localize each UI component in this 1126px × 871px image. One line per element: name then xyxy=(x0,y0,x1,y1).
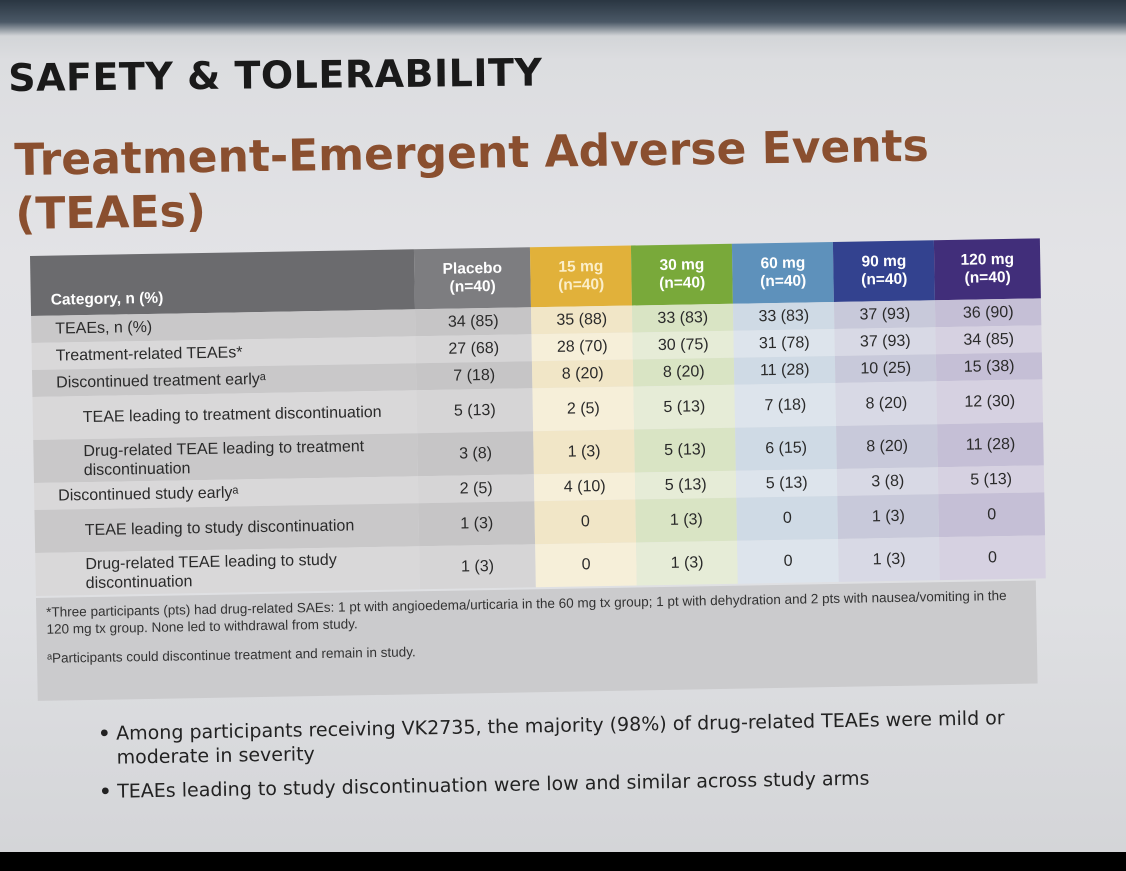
teae-table-container: Category, n (%) Placebo (n=40) 15 mg (n=40… xyxy=(30,238,1048,701)
cell-120mg: 12 (30) xyxy=(936,379,1044,425)
header-dose: 30 mg xyxy=(659,256,705,275)
bottom-black-bar xyxy=(0,852,1126,871)
teae-table: Category, n (%) Placebo (n=40) 15 mg (n=40… xyxy=(30,238,1046,596)
cell-30mg: 5 (13) xyxy=(634,470,737,500)
bullet-dot-icon: • xyxy=(98,722,111,745)
cell-15mg: 0 xyxy=(535,542,637,588)
cell-60mg: 33 (83) xyxy=(733,301,835,331)
header-30mg: 30 mg (n=40) xyxy=(631,243,734,306)
cell-120mg: 11 (28) xyxy=(937,422,1044,468)
header-n: (n=40) xyxy=(964,268,1011,287)
bullet-text: Among participants receiving VK2735, the… xyxy=(116,707,1005,769)
cell-15mg: 0 xyxy=(534,499,637,545)
header-dose: 90 mg xyxy=(861,252,907,271)
cell-90mg: 8 (20) xyxy=(836,424,939,469)
header-60mg: 60 mg (n=40) xyxy=(732,241,835,304)
cell-120mg: 15 (38) xyxy=(936,352,1043,382)
header-n: (n=40) xyxy=(558,275,605,294)
cell-60mg: 31 (78) xyxy=(733,328,836,358)
bullet-dot-icon: • xyxy=(99,780,112,803)
cell-placebo: 1 (3) xyxy=(419,544,536,590)
row-label: TEAE leading to study discontinuation xyxy=(34,503,420,553)
cell-placebo: 27 (68) xyxy=(415,334,533,364)
cell-placebo: 5 (13) xyxy=(416,388,534,434)
footnote-discontinue: ᵃParticipants could discontinue treatmen… xyxy=(46,644,416,666)
header-n: (n=40) xyxy=(861,270,908,289)
header-n: (n=40) xyxy=(760,272,807,291)
cell-placebo: 1 (3) xyxy=(418,501,536,547)
cell-30mg: 5 (13) xyxy=(633,384,736,430)
header-category: Category, n (%) xyxy=(30,249,415,316)
cell-60mg: 5 (13) xyxy=(736,468,838,498)
cell-15mg: 2 (5) xyxy=(532,386,635,432)
cell-30mg: 1 (3) xyxy=(636,540,738,586)
header-dose: 60 mg xyxy=(760,254,806,273)
cell-15mg: 1 (3) xyxy=(533,429,635,475)
bullet-item: • TEAEs leading to study discontinuation… xyxy=(99,764,1009,804)
header-placebo: Placebo (n=40) xyxy=(413,247,532,310)
cell-60mg: 11 (28) xyxy=(734,355,836,385)
cell-30mg: 8 (20) xyxy=(633,357,735,387)
cell-30mg: 30 (75) xyxy=(632,330,735,360)
row-label: TEAE leading to treatment discontinuatio… xyxy=(32,390,418,440)
cell-placebo: 34 (85) xyxy=(414,307,532,337)
cell-120mg: 0 xyxy=(939,535,1046,581)
key-takeaways: • Among participants receiving VK2735, t… xyxy=(98,706,1009,814)
header-15mg: 15 mg (n=40) xyxy=(530,245,633,308)
cell-60mg: 7 (18) xyxy=(734,382,837,428)
bullet-text: TEAEs leading to study discontinuation w… xyxy=(117,767,870,803)
row-label: Drug-related TEAE leading to study disco… xyxy=(35,546,420,596)
page-title: Treatment-Emergent Adverse Events (TEAEs… xyxy=(14,120,930,242)
header-dose: Placebo xyxy=(442,259,503,278)
cell-90mg: 1 (3) xyxy=(838,537,941,582)
cell-60mg: 6 (15) xyxy=(735,425,838,471)
cell-30mg: 33 (83) xyxy=(632,303,734,333)
cell-15mg: 8 (20) xyxy=(532,359,634,389)
cell-90mg: 8 (20) xyxy=(835,381,938,426)
header-n: (n=40) xyxy=(659,274,706,293)
cell-placebo: 3 (8) xyxy=(417,431,534,477)
cell-placebo: 2 (5) xyxy=(417,474,535,504)
cell-30mg: 1 (3) xyxy=(635,497,738,543)
section-title: SAFETY & TOLERABILITY xyxy=(8,50,543,100)
cell-90mg: 3 (8) xyxy=(837,467,939,496)
cell-15mg: 28 (70) xyxy=(531,332,634,362)
cell-90mg: 37 (93) xyxy=(834,327,937,356)
footnote-sae: *Three participants (pts) had drug-relat… xyxy=(46,588,1007,637)
cell-15mg: 35 (88) xyxy=(531,305,633,335)
row-label: Drug-related TEAE leading to treatment d… xyxy=(33,433,418,483)
cell-15mg: 4 (10) xyxy=(533,472,636,502)
header-90mg: 90 mg (n=40) xyxy=(833,240,936,302)
header-dose: 15 mg xyxy=(558,257,604,276)
cell-90mg: 1 (3) xyxy=(837,494,940,539)
header-n: (n=40) xyxy=(449,277,496,296)
cell-placebo: 7 (18) xyxy=(415,361,533,391)
cell-60mg: 0 xyxy=(737,538,839,584)
cell-90mg: 10 (25) xyxy=(835,354,937,383)
header-120mg: 120 mg (n=40) xyxy=(934,238,1041,301)
cell-120mg: 34 (85) xyxy=(935,325,1042,355)
table-footnotes: *Three participants (pts) had drug-relat… xyxy=(35,580,1038,701)
bullet-item: • Among participants receiving VK2735, t… xyxy=(98,706,1009,770)
header-dose: 120 mg xyxy=(960,250,1015,269)
title-line-2: (TEAEs) xyxy=(14,185,207,240)
cell-60mg: 0 xyxy=(736,495,839,541)
slide: SAFETY & TOLERABILITY Treatment-Emergent… xyxy=(0,0,1126,852)
screen-top-band xyxy=(0,0,1126,36)
cell-120mg: 36 (90) xyxy=(935,298,1042,328)
cell-90mg: 37 (93) xyxy=(834,300,936,329)
cell-30mg: 5 (13) xyxy=(634,427,737,473)
cell-120mg: 5 (13) xyxy=(938,465,1045,495)
cell-120mg: 0 xyxy=(938,492,1046,538)
